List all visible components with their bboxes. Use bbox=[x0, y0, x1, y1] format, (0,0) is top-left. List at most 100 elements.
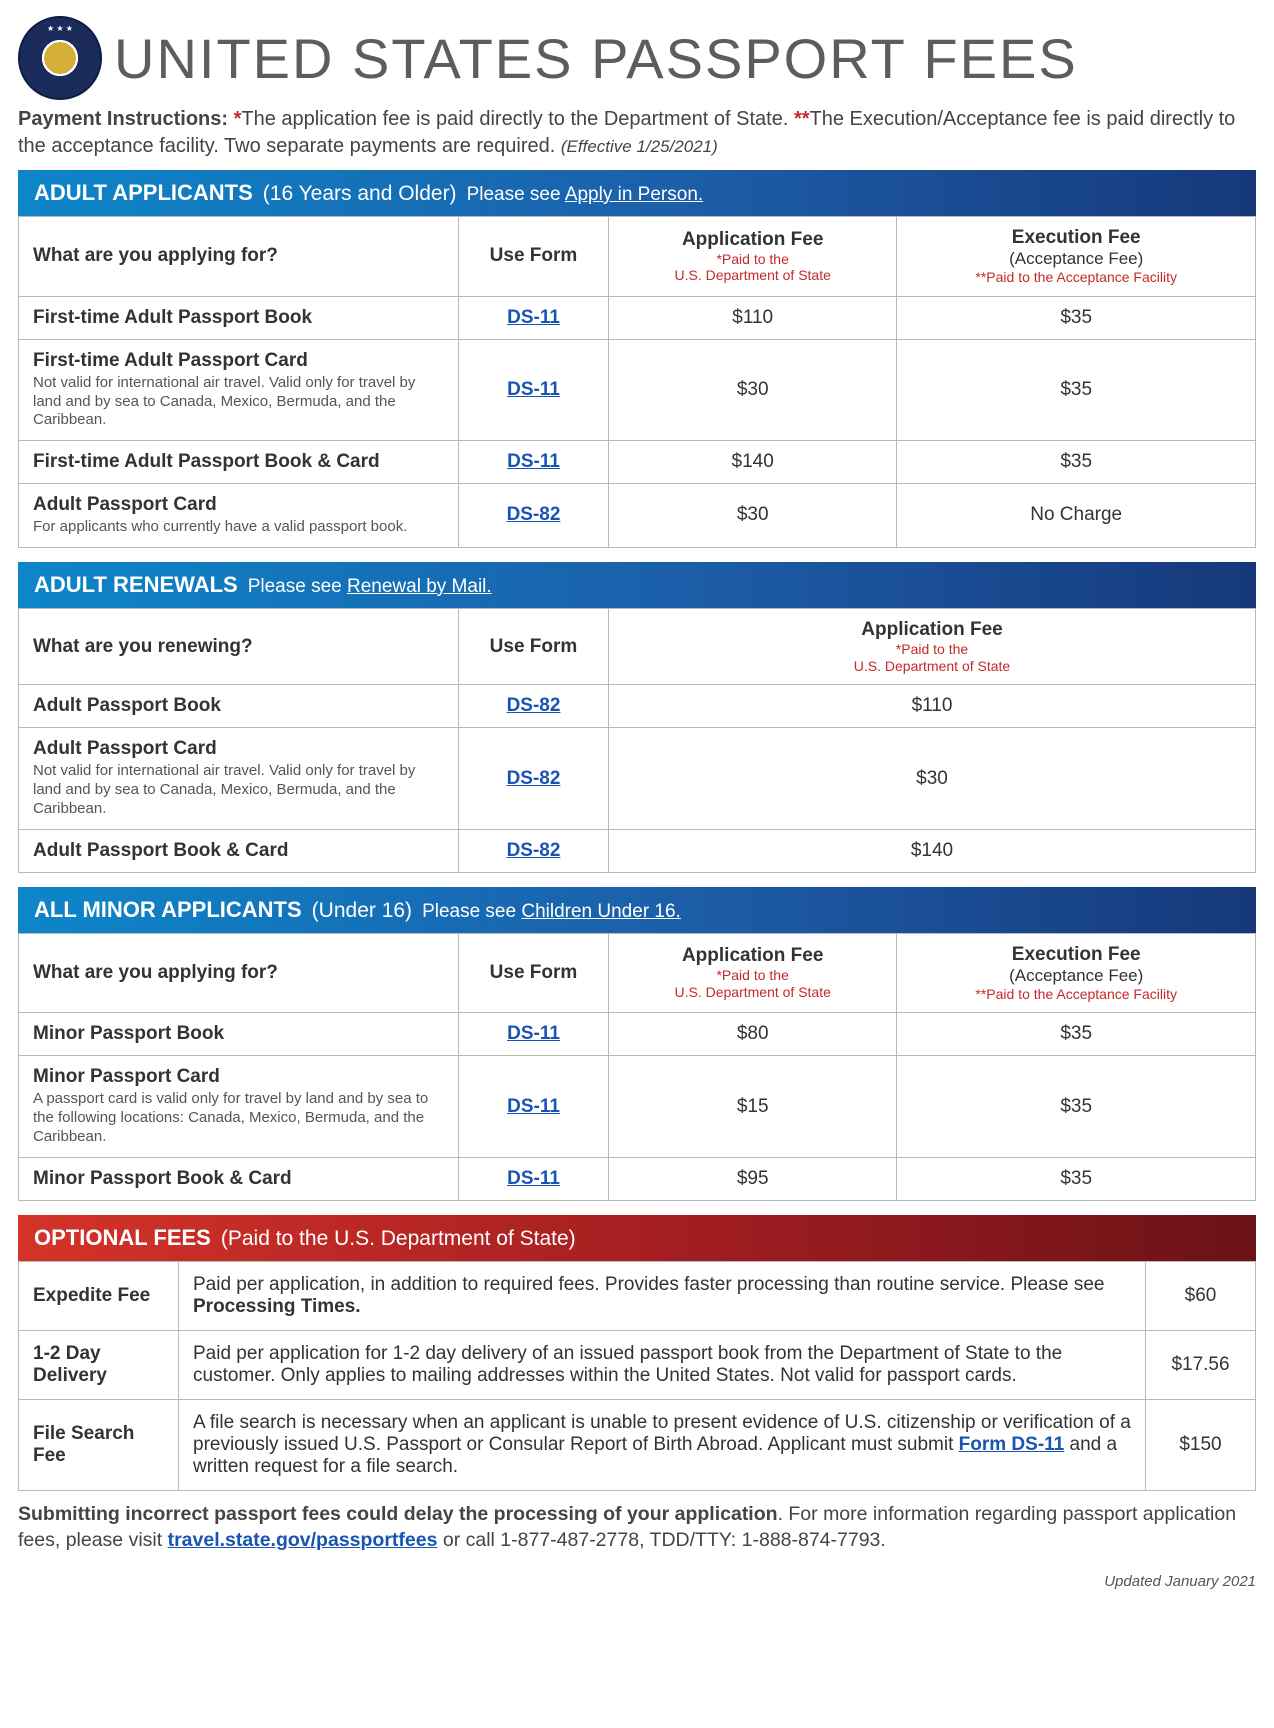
cell-form: DS-11 bbox=[459, 1013, 609, 1056]
row-label: Minor Passport Card bbox=[33, 1066, 220, 1087]
page-title: UNITED STATES PASSPORT FEES bbox=[114, 26, 1078, 91]
col-what: What are you applying for? bbox=[19, 933, 459, 1013]
row-label: Minor Passport Book & Card bbox=[33, 1168, 292, 1189]
opt-price: $17.56 bbox=[1146, 1330, 1256, 1399]
please-prefix: Please see bbox=[422, 901, 521, 922]
row-label: Adult Passport Book & Card bbox=[33, 840, 288, 861]
form-link[interactable]: DS-11 bbox=[507, 451, 560, 472]
table-row: First-time Adult Passport Book & CardDS-… bbox=[19, 441, 1256, 484]
app-fee-title: Application Fee bbox=[682, 229, 823, 250]
footer-bold: Submitting incorrect passport fees could… bbox=[18, 1503, 778, 1525]
form-link[interactable]: DS-82 bbox=[507, 504, 561, 525]
cell-app-fee: $30 bbox=[609, 728, 1256, 829]
form-link[interactable]: DS-82 bbox=[507, 840, 561, 861]
section-header-optional: OPTIONAL FEES (Paid to the U.S. Departme… bbox=[18, 1215, 1256, 1261]
minor-rows: Minor Passport BookDS-11$80$35Minor Pass… bbox=[19, 1013, 1256, 1200]
adult-rows: First-time Adult Passport BookDS-11$110$… bbox=[19, 296, 1256, 547]
cell-app-fee: $95 bbox=[609, 1157, 897, 1200]
form-link[interactable]: DS-11 bbox=[507, 307, 560, 328]
app-fee-sub2: U.S. Department of State bbox=[623, 658, 1241, 675]
cell-app-fee: $30 bbox=[609, 339, 897, 440]
effective-date: (Effective 1/25/2021) bbox=[561, 137, 718, 156]
renewal-rows: Adult Passport BookDS-82$110Adult Passpo… bbox=[19, 685, 1256, 872]
cell-what: Minor Passport Book bbox=[19, 1013, 459, 1056]
please-see: Please see Apply in Person. bbox=[467, 184, 704, 206]
table-row: File Search FeeA file search is necessar… bbox=[19, 1399, 1256, 1490]
exec-fee-title: Execution Fee bbox=[1012, 227, 1141, 248]
please-see: Please see Renewal by Mail. bbox=[248, 576, 492, 598]
cell-app-fee: $30 bbox=[609, 484, 897, 548]
col-what: What are you applying for? bbox=[19, 217, 459, 297]
col-what: What are you renewing? bbox=[19, 608, 459, 685]
app-fee-sub1: *Paid to the bbox=[623, 641, 1241, 658]
col-exec-fee: Execution Fee (Acceptance Fee) **Paid to… bbox=[897, 933, 1256, 1013]
form-link[interactable]: DS-11 bbox=[507, 1096, 560, 1117]
footer-text-2: or call 1-877-487-2778, TDD/TTY: 1-888-8… bbox=[437, 1529, 885, 1551]
cell-what: Adult Passport CardNot valid for interna… bbox=[19, 728, 459, 829]
row-note: Not valid for international air travel. … bbox=[33, 762, 444, 818]
please-see: Please see Children Under 16. bbox=[422, 901, 681, 923]
cell-exec-fee: $35 bbox=[897, 1157, 1256, 1200]
form-link[interactable]: DS-82 bbox=[507, 768, 561, 789]
opt-price: $60 bbox=[1146, 1261, 1256, 1330]
col-form: Use Form bbox=[459, 933, 609, 1013]
exec-fee-sub1: **Paid to the Acceptance Facility bbox=[911, 986, 1241, 1003]
section-title: ADULT RENEWALS bbox=[34, 572, 238, 598]
cell-form: DS-11 bbox=[459, 441, 609, 484]
opt-desc: Paid per application for 1-2 day deliver… bbox=[179, 1330, 1146, 1399]
page-header: UNITED STATES PASSPORT FEES bbox=[18, 16, 1256, 100]
state-seal-icon bbox=[18, 16, 102, 100]
table-row: Adult Passport Book & CardDS-82$140 bbox=[19, 829, 1256, 872]
row-label: Adult Passport Book bbox=[33, 695, 221, 716]
row-note: For applicants who currently have a vali… bbox=[33, 518, 444, 537]
row-label: First-time Adult Passport Book bbox=[33, 307, 312, 328]
cell-app-fee: $110 bbox=[609, 685, 1256, 728]
table-row: 1-2 Day DeliveryPaid per application for… bbox=[19, 1330, 1256, 1399]
cell-what: Adult Passport Book & Card bbox=[19, 829, 459, 872]
section-title: ADULT APPLICANTS bbox=[34, 180, 253, 206]
opt-label: 1-2 Day Delivery bbox=[19, 1330, 179, 1399]
opt-label: File Search Fee bbox=[19, 1399, 179, 1490]
updated-date: Updated January 2021 bbox=[18, 1573, 1256, 1590]
app-fee-sub2: U.S. Department of State bbox=[623, 984, 882, 1001]
cell-form: DS-11 bbox=[459, 296, 609, 339]
passport-fees-link[interactable]: travel.state.gov/passportfees bbox=[168, 1529, 438, 1551]
cell-exec-fee: $35 bbox=[897, 339, 1256, 440]
exec-fee-sub1: **Paid to the Acceptance Facility bbox=[911, 269, 1241, 286]
table-row: Minor Passport CardA passport card is va… bbox=[19, 1056, 1256, 1157]
form-ds11-link[interactable]: Form DS-11 bbox=[959, 1434, 1065, 1455]
cell-exec-fee: $35 bbox=[897, 441, 1256, 484]
app-fee-sub2: U.S. Department of State bbox=[623, 267, 882, 284]
footer-note: Submitting incorrect passport fees could… bbox=[18, 1501, 1256, 1554]
cell-what: Minor Passport Book & Card bbox=[19, 1157, 459, 1200]
table-row: Adult Passport CardNot valid for interna… bbox=[19, 728, 1256, 829]
section-header-renewals: ADULT RENEWALS Please see Renewal by Mai… bbox=[18, 562, 1256, 608]
cell-exec-fee: $35 bbox=[897, 1056, 1256, 1157]
exec-fee-title: Execution Fee bbox=[1012, 944, 1141, 965]
children-under-16-link[interactable]: Children Under 16. bbox=[521, 901, 680, 922]
cell-form: DS-11 bbox=[459, 1056, 609, 1157]
cell-what: Adult Passport Book bbox=[19, 685, 459, 728]
col-form: Use Form bbox=[459, 608, 609, 685]
cell-what: Minor Passport CardA passport card is va… bbox=[19, 1056, 459, 1157]
section-subtitle: (Paid to the U.S. Department of State) bbox=[221, 1227, 576, 1251]
form-link[interactable]: DS-82 bbox=[507, 695, 561, 716]
optional-rows: Expedite FeePaid per application, in add… bbox=[19, 1261, 1256, 1490]
payment-instructions: Payment Instructions: *The application f… bbox=[18, 106, 1256, 160]
table-row: Minor Passport BookDS-11$80$35 bbox=[19, 1013, 1256, 1056]
apply-in-person-link[interactable]: Apply in Person. bbox=[565, 184, 703, 205]
cell-what: First-time Adult Passport Book bbox=[19, 296, 459, 339]
please-prefix: Please see bbox=[248, 576, 347, 597]
table-row: Adult Passport Book DS-82 $110 bbox=[19, 685, 1256, 728]
row-note: Not valid for international air travel. … bbox=[33, 374, 444, 430]
form-link[interactable]: DS-11 bbox=[507, 1168, 560, 1189]
section-title: ALL MINOR APPLICANTS bbox=[34, 897, 302, 923]
form-link[interactable]: DS-11 bbox=[507, 379, 560, 400]
form-link[interactable]: DS-11 bbox=[507, 1023, 560, 1044]
opt-price: $150 bbox=[1146, 1399, 1256, 1490]
exec-fee-sub0: (Acceptance Fee) bbox=[911, 966, 1241, 986]
renewal-by-mail-link[interactable]: Renewal by Mail. bbox=[347, 576, 492, 597]
table-row: Expedite FeePaid per application, in add… bbox=[19, 1261, 1256, 1330]
cell-app-fee: $80 bbox=[609, 1013, 897, 1056]
col-exec-fee: Execution Fee (Acceptance Fee) **Paid to… bbox=[897, 217, 1256, 297]
